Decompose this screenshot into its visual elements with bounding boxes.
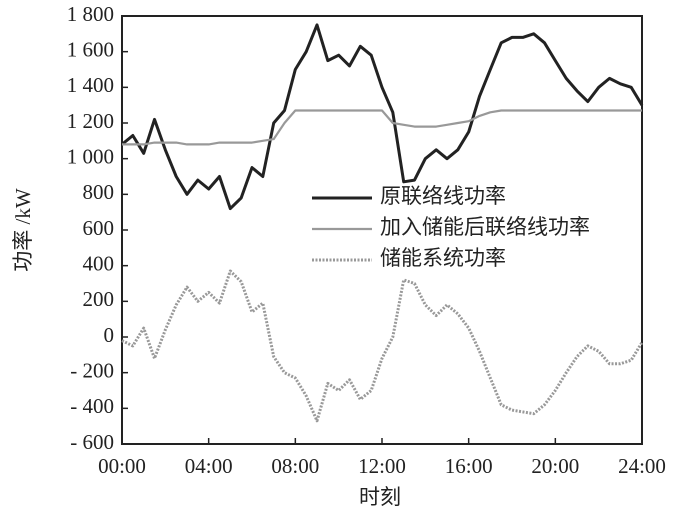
x-tick-label: 08:00: [271, 454, 319, 478]
y-tick-label: 1 400: [67, 73, 114, 97]
y-tick-label: - 600: [70, 430, 114, 454]
x-tick-label: 20:00: [531, 454, 579, 478]
y-axis-label: 功率 /kW: [11, 188, 35, 272]
x-tick-label: 12:00: [358, 454, 406, 478]
y-tick-label: - 200: [70, 358, 114, 382]
y-tick-label: 200: [83, 287, 115, 311]
y-tick-label: 1 800: [67, 2, 114, 26]
x-tick-label: 00:00: [98, 454, 146, 478]
x-tick-label: 24:00: [618, 454, 666, 478]
x-axis-label: 时刻: [359, 485, 401, 509]
x-tick-label: 16:00: [445, 454, 493, 478]
y-tick-label: 600: [83, 216, 115, 240]
y-tick-label: 1 000: [67, 144, 114, 168]
y-tick-label: 1 600: [67, 37, 114, 61]
x-tick-label: 04:00: [185, 454, 233, 478]
series-line: [121, 23, 644, 211]
y-tick-label: 0: [104, 323, 115, 347]
series-line: [122, 109, 642, 146]
legend-label: 加入储能后联络线功率: [380, 215, 590, 239]
legend-label: 储能系统功率: [380, 246, 506, 270]
legend-label: 原联络线功率: [380, 184, 506, 208]
y-tick-label: 800: [83, 180, 115, 204]
y-tick-label: 1 200: [67, 109, 114, 133]
series-line: [121, 269, 644, 423]
y-tick-label: 400: [83, 251, 115, 275]
y-tick-label: - 400: [70, 394, 114, 418]
